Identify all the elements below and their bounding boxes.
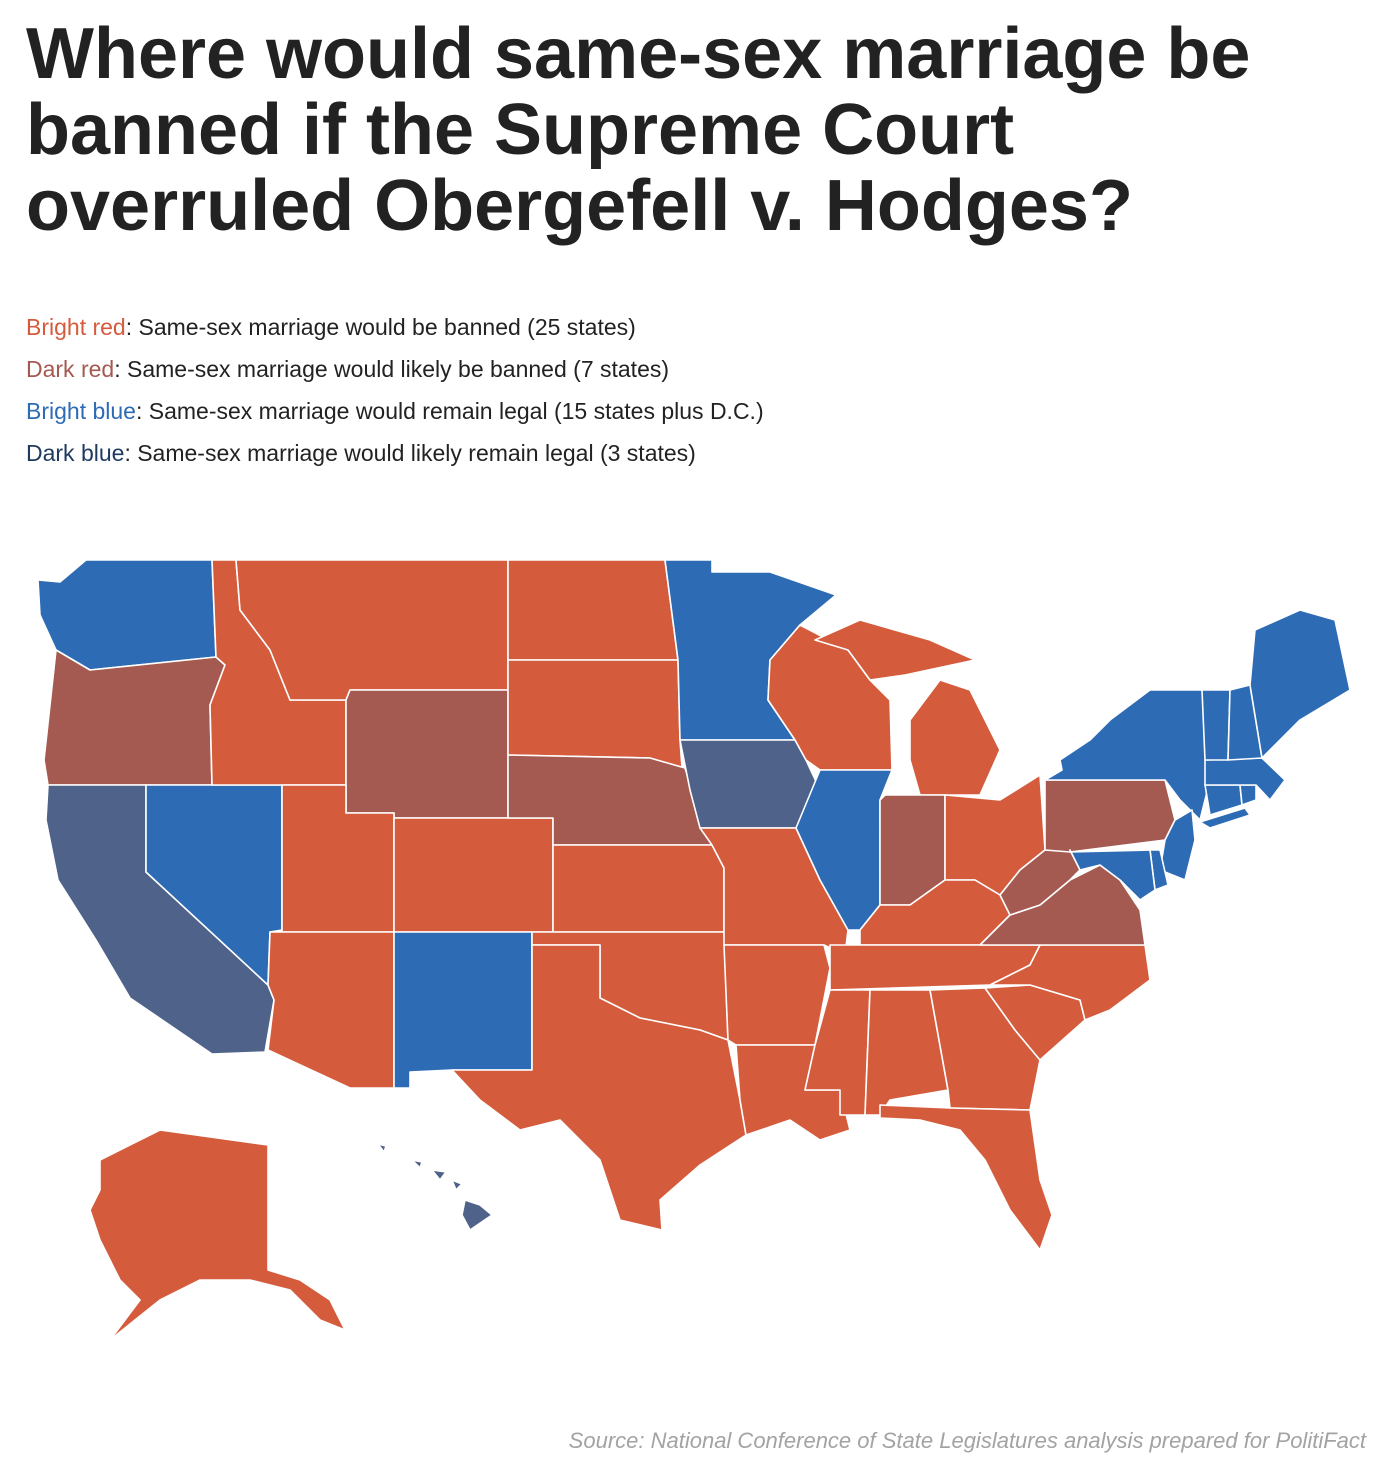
state-wy[interactable] [345, 689, 509, 819]
legend-row-banned: Bright red: Same-sex marriage would be b… [26, 306, 1326, 348]
state-nc[interactable] [989, 944, 1151, 1021]
state-md[interactable] [1069, 849, 1156, 901]
state-ak[interactable] [89, 1129, 346, 1341]
source-note: Source: National Conference of State Leg… [568, 1428, 1366, 1453]
state-ny[interactable] [1044, 689, 1251, 829]
state-me[interactable] [1249, 609, 1351, 759]
state-ia[interactable] [679, 739, 821, 829]
state-sd[interactable] [507, 659, 683, 769]
legend-text-bright-blue: : Same-sex marriage would remain legal (… [135, 398, 764, 424]
legend-row-legal: Bright blue: Same-sex marriage would rem… [26, 390, 1326, 432]
state-pa[interactable] [1044, 779, 1176, 853]
legend-text-dark-blue: : Same-sex marriage would likely remain … [124, 440, 696, 466]
state-wa[interactable] [37, 559, 217, 671]
legend-key-bright-red: Bright red [26, 314, 126, 340]
state-vt[interactable] [1201, 689, 1231, 761]
map-title: Where would same-sex marriage be banned … [26, 14, 1251, 246]
us-state-map [37, 559, 1351, 1341]
state-az[interactable] [267, 931, 395, 1089]
state-nd[interactable] [507, 559, 679, 661]
legend-row-likely-banned: Dark red: Same-sex marriage would likely… [26, 348, 1326, 390]
legend-text-dark-red: : Same-sex marriage would likely be bann… [114, 356, 670, 382]
legend-key-dark-blue: Dark blue [26, 440, 125, 466]
state-mi[interactable] [814, 619, 1001, 796]
state-or[interactable] [43, 649, 226, 786]
state-nm[interactable] [393, 931, 533, 1089]
legend-text-bright-red: : Same-sex marriage would be banned (25 … [125, 314, 636, 340]
state-hi[interactable] [377, 1143, 493, 1231]
state-ar[interactable] [723, 944, 831, 1046]
legend-row-likely-legal: Dark blue: Same-sex marriage would likel… [26, 432, 1326, 474]
legend-key-dark-red: Dark red [26, 356, 115, 382]
state-ks[interactable] [552, 844, 725, 933]
legend-key-bright-blue: Bright blue [26, 398, 136, 424]
legend: Bright red: Same-sex marriage would be b… [26, 306, 1326, 474]
state-fl[interactable] [879, 1104, 1053, 1251]
state-co[interactable] [393, 817, 554, 933]
state-ri[interactable] [1239, 784, 1257, 806]
state-tx[interactable] [451, 944, 747, 1231]
